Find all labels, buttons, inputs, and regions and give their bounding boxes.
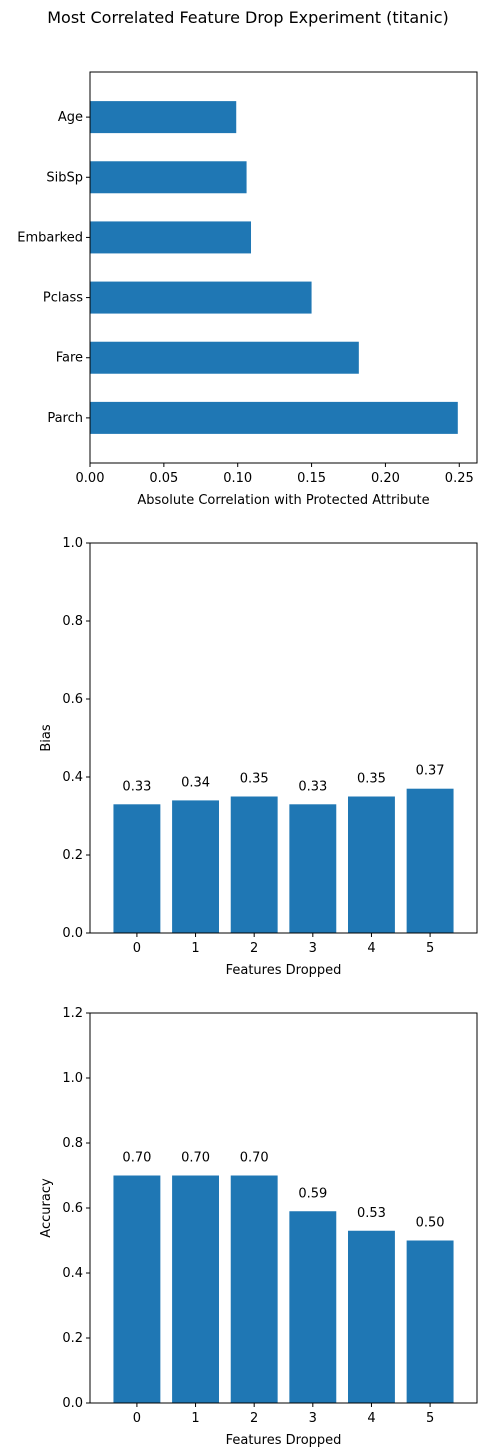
plot-frame xyxy=(89,542,478,934)
bar xyxy=(90,101,237,134)
y-tick-label: Embarked xyxy=(17,230,83,245)
x-axis-label: Features Dropped xyxy=(226,1433,342,1448)
data-label: 0.70 xyxy=(122,1151,151,1166)
bar xyxy=(348,796,395,933)
y-tick-label: 0.4 xyxy=(62,1266,83,1281)
data-label: 0.37 xyxy=(416,764,445,779)
y-tick-label: 0.8 xyxy=(62,1136,83,1151)
x-tick-label: 2 xyxy=(250,941,258,956)
x-axis-label: Absolute Correlation with Protected Attr… xyxy=(137,493,429,508)
y-tick-label: SibSp xyxy=(46,170,83,185)
y-tick-label: 0.0 xyxy=(62,926,83,941)
y-axis-label: Accuracy xyxy=(39,1178,54,1238)
x-tick-label: 4 xyxy=(367,941,375,956)
y-tick-label: 1.0 xyxy=(62,536,83,551)
bar xyxy=(90,221,252,254)
x-tick-label: 0 xyxy=(133,941,141,956)
bar xyxy=(90,161,247,194)
x-tick-label: 5 xyxy=(426,1411,434,1426)
data-label: 0.34 xyxy=(181,775,210,790)
y-tick-label: Fare xyxy=(56,351,83,366)
bias-panel: 0.33 0 0.34 1 0.35 2 0.33 3 0.35 4 0.37 5 0.0 0.2 0.4 0… xyxy=(39,536,478,978)
bar xyxy=(348,1230,395,1403)
x-tick-label: 0.20 xyxy=(371,471,400,486)
x-tick-label: 3 xyxy=(309,1411,317,1426)
x-tick-label: 1 xyxy=(191,941,199,956)
y-tick-label: 0.2 xyxy=(62,1331,83,1346)
bar xyxy=(113,1175,161,1403)
y-tick-label: Pclass xyxy=(43,291,83,306)
x-tick-label: 3 xyxy=(309,941,317,956)
bar xyxy=(289,804,337,933)
y-tick-label: 0.4 xyxy=(62,770,83,785)
y-tick-label: 0.6 xyxy=(62,1201,83,1216)
bar xyxy=(230,796,278,933)
bar xyxy=(230,1175,278,1403)
y-tick-label: 0.6 xyxy=(62,692,83,707)
y-tick-label: 0.0 xyxy=(62,1396,83,1411)
bar xyxy=(90,401,458,434)
bar xyxy=(406,1240,454,1403)
x-tick-label: 4 xyxy=(367,1411,375,1426)
data-label: 0.35 xyxy=(240,772,269,787)
bar xyxy=(172,800,219,933)
y-tick-label: 1.2 xyxy=(62,1006,83,1021)
x-tick-label: 0.25 xyxy=(445,471,474,486)
plot-frame xyxy=(89,71,478,464)
y-axis-label: Bias xyxy=(39,724,54,751)
x-tick-label: 5 xyxy=(426,941,434,956)
y-tick-label: Age xyxy=(58,110,83,125)
y-tick-label: 0.2 xyxy=(62,848,83,863)
bar xyxy=(172,1175,219,1403)
data-label: 0.70 xyxy=(181,1151,210,1166)
y-tick-label: Parch xyxy=(47,411,83,426)
data-label: 0.33 xyxy=(298,779,327,794)
x-tick-label: 0.05 xyxy=(149,471,178,486)
plot-frame xyxy=(89,1012,478,1404)
x-tick-label: 0.10 xyxy=(223,471,252,486)
y-tick-label: 1.0 xyxy=(62,1071,83,1086)
bar xyxy=(90,281,312,314)
correlation-panel: Parch Fare Pclass Embarked SibSp Age 0.00 0.05 0… xyxy=(17,71,478,508)
x-tick-label: 0.00 xyxy=(76,471,105,486)
bar xyxy=(406,788,454,933)
x-axis-label: Features Dropped xyxy=(226,963,342,978)
data-label: 0.33 xyxy=(122,779,151,794)
x-tick-label: 0.15 xyxy=(297,471,326,486)
data-label: 0.70 xyxy=(240,1151,269,1166)
x-tick-label: 2 xyxy=(250,1411,258,1426)
y-tick-label: 0.8 xyxy=(62,614,83,629)
x-tick-label: 1 xyxy=(191,1411,199,1426)
bar xyxy=(289,1211,337,1403)
accuracy-panel: 0.70 0 0.70 1 0.70 2 0.59 3 0.53 4 0.50 5 0.0 0.2 0.4 0… xyxy=(39,1006,478,1448)
data-label: 0.35 xyxy=(357,772,386,787)
bar xyxy=(90,341,359,374)
data-label: 0.59 xyxy=(298,1186,327,1201)
data-label: 0.50 xyxy=(416,1216,445,1231)
x-tick-label: 0 xyxy=(133,1411,141,1426)
figure-title: Most Correlated Feature Drop Experiment … xyxy=(47,8,449,27)
bar xyxy=(113,804,161,933)
data-label: 0.53 xyxy=(357,1206,386,1221)
